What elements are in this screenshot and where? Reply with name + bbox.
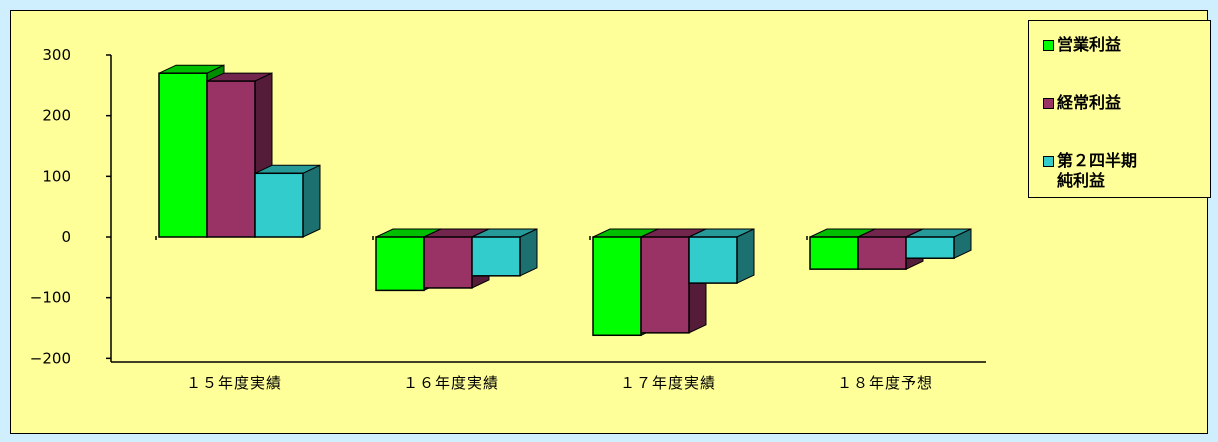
y-tick-label: 200 xyxy=(42,107,71,125)
chart-plot: 300 200 100 0 −100 −200 １５年度実績 １６年度実績 １７年度実績 １８年度… xyxy=(30,46,986,392)
bar xyxy=(809,236,859,270)
legend-item-ordinary-profit: 経常利益 xyxy=(1043,93,1207,113)
legend-item-operating-profit: 営業利益 xyxy=(1043,35,1207,55)
y-tick-label: 300 xyxy=(42,46,71,64)
bar xyxy=(375,236,425,292)
bar xyxy=(158,72,208,238)
category-label: １６年度実績 xyxy=(403,374,499,392)
y-tick-label: −200 xyxy=(30,349,71,367)
legend-item-q2-net-profit: 第２四半期 純利益 xyxy=(1043,151,1207,191)
bar xyxy=(688,236,738,284)
category-label: １７年度実績 xyxy=(620,374,716,392)
bar xyxy=(640,236,690,334)
legend-swatch xyxy=(1043,156,1054,167)
bar xyxy=(206,80,256,238)
bar xyxy=(254,172,304,238)
legend-swatch xyxy=(1043,98,1054,109)
bar xyxy=(857,236,907,270)
category-label: １５年度実績 xyxy=(186,374,282,392)
bar xyxy=(471,236,521,277)
chart-legend: 営業利益 経常利益 第２四半期 純利益 xyxy=(1028,20,1211,198)
y-tick-label: 0 xyxy=(61,228,71,246)
bar-side-face xyxy=(302,164,321,238)
legend-label: 経常利益 xyxy=(1057,93,1122,112)
bar-side-face xyxy=(519,228,538,277)
bar xyxy=(423,236,473,289)
bar xyxy=(592,236,642,337)
bar xyxy=(905,236,955,259)
legend-label: 営業利益 xyxy=(1057,35,1122,54)
legend-label: 第２四半期 純利益 xyxy=(1057,151,1138,190)
y-tick-label: −100 xyxy=(30,289,71,307)
y-tick-label: 100 xyxy=(42,167,71,185)
legend-swatch xyxy=(1043,40,1054,51)
bar-side-face xyxy=(736,228,755,284)
category-label: １８年度予想 xyxy=(837,374,933,392)
chart-panel: 300 200 100 0 −100 −200 １５年度実績 １６年度実績 １７年度実績 １８年度… xyxy=(10,10,1208,434)
